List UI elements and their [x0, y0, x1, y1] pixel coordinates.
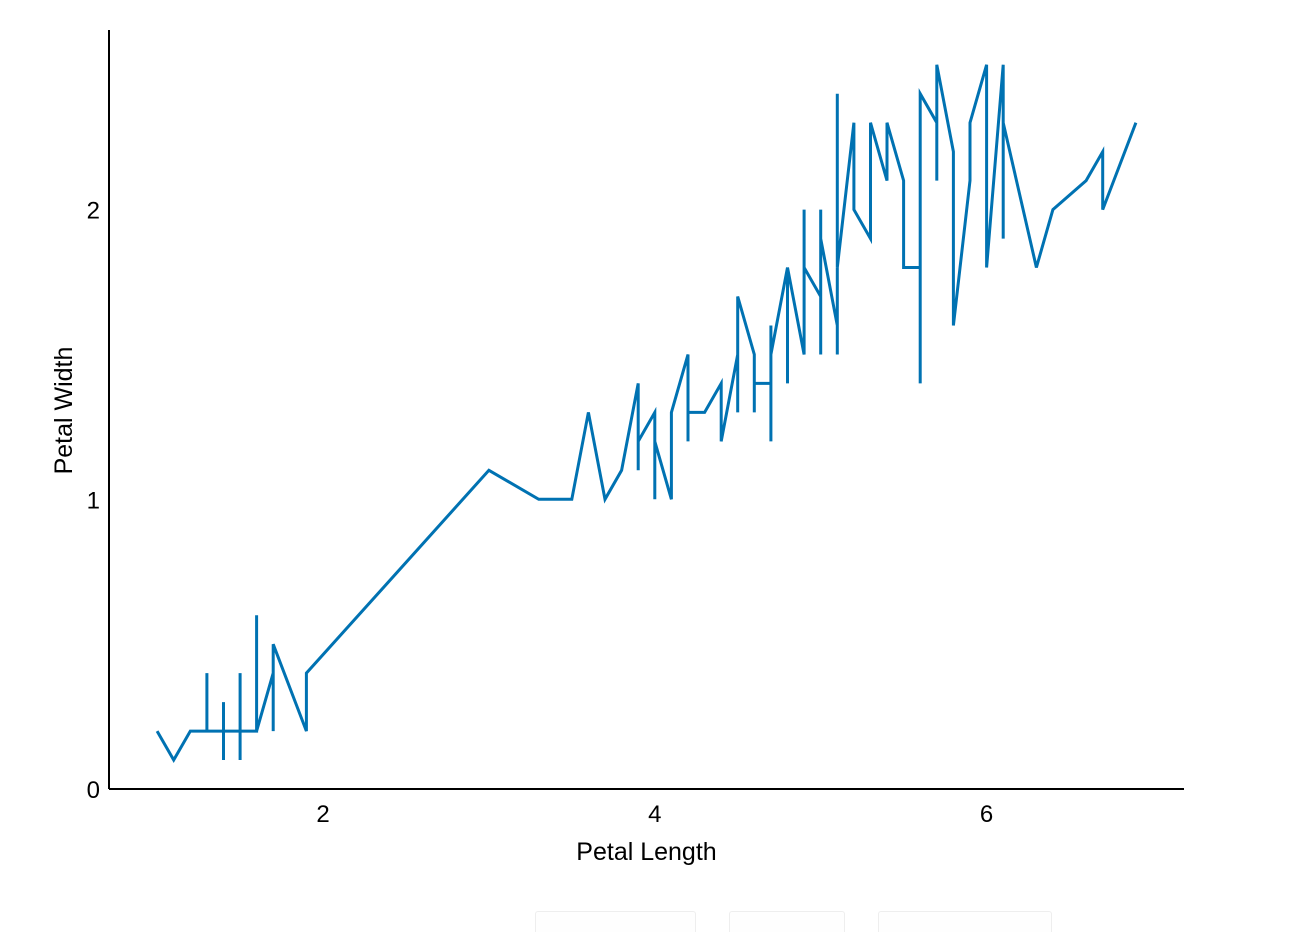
toolbar-button[interactable]	[878, 911, 1052, 932]
series-line	[155, 64, 1138, 764]
plot-area	[155, 64, 1138, 764]
y-tick-label: 2	[87, 198, 100, 225]
toolbar-button[interactable]	[535, 911, 696, 932]
x-tick-label: 2	[316, 801, 329, 828]
y-axis-label: Petal Width	[50, 347, 78, 475]
y-tick-label: 1	[87, 487, 100, 514]
x-axis-label: Petal Length	[576, 838, 716, 866]
x-tick-labels: 2 4 6	[316, 801, 993, 828]
axes: 2 4 6 0 1 2 Petal Length Petal Width	[50, 30, 1184, 866]
x-tick-label: 6	[980, 801, 993, 828]
toolbar-button[interactable]	[729, 911, 845, 932]
y-tick-label: 0	[87, 777, 100, 804]
x-tick-label: 4	[648, 801, 661, 828]
y-tick-labels: 0 1 2	[87, 198, 100, 804]
